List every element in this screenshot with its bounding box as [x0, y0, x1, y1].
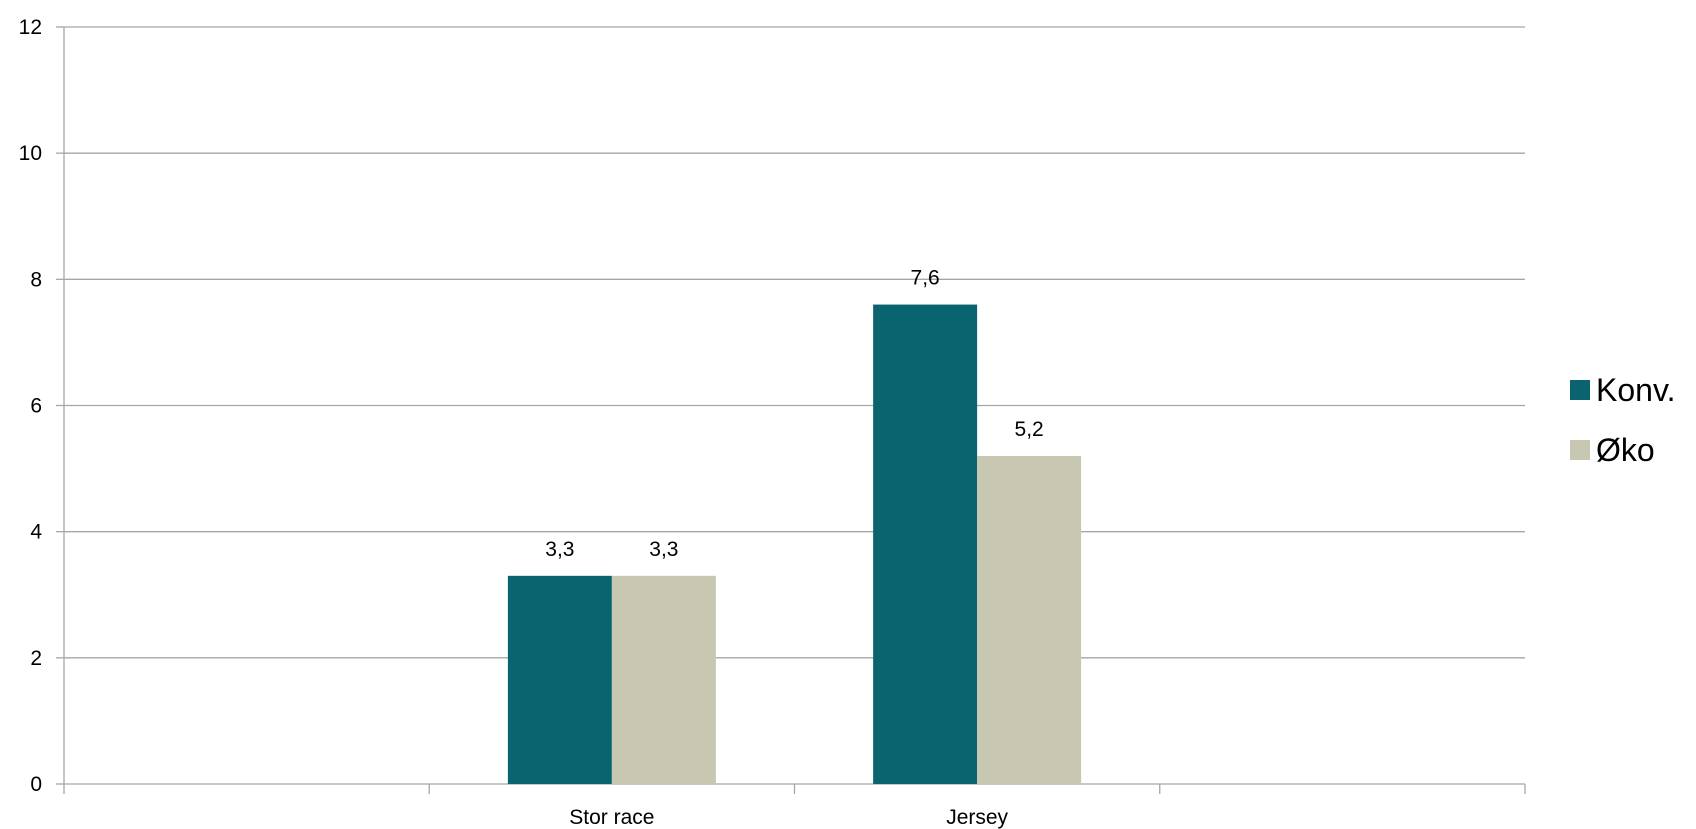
y-tick-label: 2 — [30, 647, 42, 670]
y-tick-label: 10 — [19, 142, 42, 165]
axes: 0 2 4 6 8 10 12 Stor race Jersey — [19, 16, 1526, 829]
legend-label: Konv. — [1596, 372, 1675, 408]
data-labels: 3,3 3,3 7,6 5,2 — [545, 267, 1043, 561]
x-tick-label: Jersey — [946, 806, 1008, 829]
data-label: 3,3 — [545, 538, 574, 561]
data-label: 3,3 — [649, 538, 678, 561]
legend-swatch — [1570, 440, 1590, 460]
legend-label: Øko — [1596, 432, 1655, 468]
bars — [507, 304, 1082, 784]
y-tick-label: 8 — [30, 268, 42, 291]
legend: Konv. Øko — [1570, 372, 1675, 468]
bar — [507, 575, 612, 784]
y-tick-label: 12 — [19, 16, 42, 39]
x-tick-label: Stor race — [569, 806, 654, 829]
data-label: 7,6 — [911, 267, 940, 290]
bar — [611, 575, 716, 784]
bar — [873, 304, 978, 784]
y-tick-label: 6 — [30, 395, 42, 418]
bar — [977, 455, 1082, 784]
y-tick-label: 0 — [30, 773, 42, 796]
y-tick-label: 4 — [30, 521, 42, 544]
gridlines — [64, 26, 1525, 659]
legend-swatch — [1570, 380, 1590, 400]
data-label: 5,2 — [1015, 418, 1044, 441]
